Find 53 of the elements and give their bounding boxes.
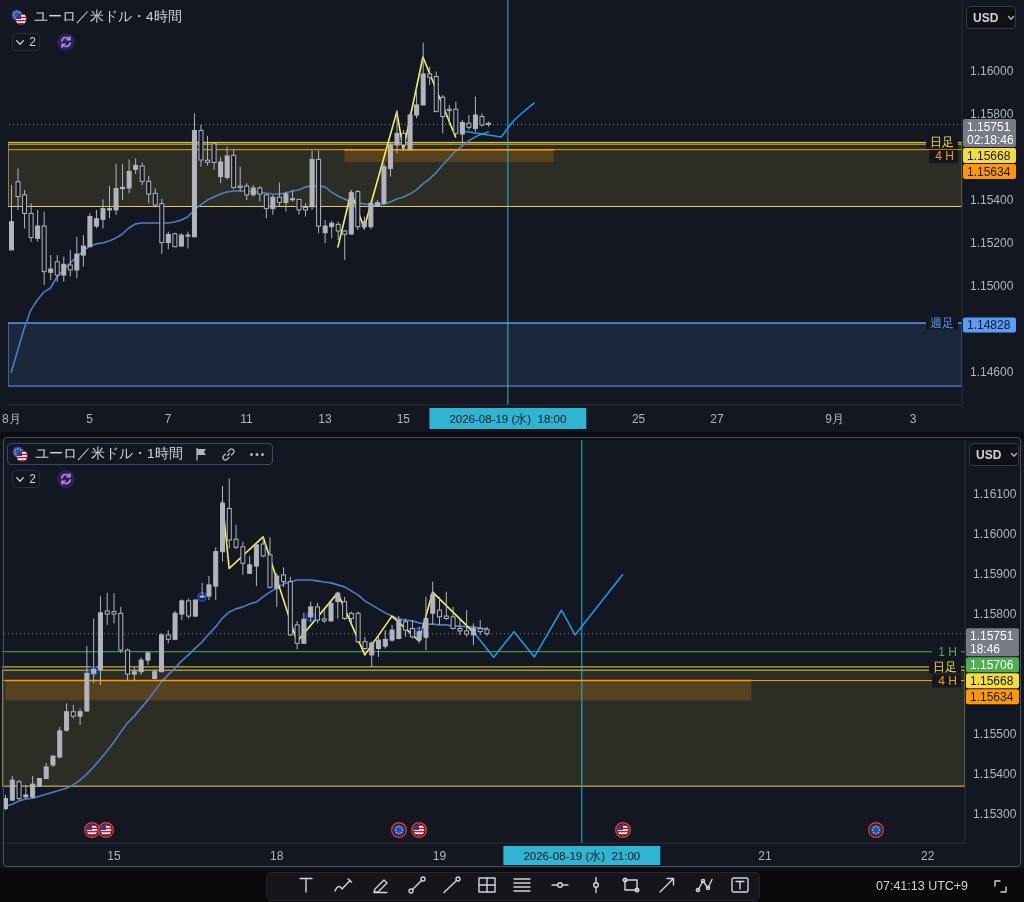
x-tick-label: 2026-08-19 (水) 18:00 — [449, 412, 567, 425]
x-tick-label: 8月 — [1, 411, 21, 426]
text: 07:41:13 UTC+9 — [876, 879, 969, 893]
text: 1.15706 — [970, 657, 1014, 672]
text: 1.15668 — [970, 673, 1014, 688]
text: 1.14828 — [967, 318, 1011, 333]
chart-title: ユーロ／米ドル・1時間 — [35, 445, 183, 463]
y-tick-label: 1.15800 — [970, 107, 1014, 122]
y-tick-label: 1.14600 — [970, 365, 1014, 380]
text: ユーロ／米ドル・4時間 — [34, 8, 182, 26]
x-tick-label: 11 — [240, 411, 254, 426]
y-tick-label: 1.15000 — [970, 279, 1014, 294]
x-tick-label: 27 — [710, 411, 724, 426]
text: 18:46 — [970, 641, 1001, 656]
ref-line-label: 週足 — [930, 316, 954, 331]
text: 02:18:46 — [967, 132, 1015, 147]
text: 1.15634 — [967, 164, 1011, 179]
text: 1.15751 — [970, 628, 1014, 643]
x-tick-label: 25 — [631, 411, 646, 426]
ref-line-label: 日足 — [933, 659, 957, 674]
text: USD — [976, 447, 1002, 462]
y-tick-label: 1.16000 — [970, 64, 1014, 79]
x-tick-label: 15 — [396, 411, 411, 426]
x-tick-label: 13 — [318, 411, 332, 426]
ref-line-label: 4 H — [938, 673, 957, 688]
ref-line-label: 1 H — [938, 644, 957, 659]
x-tick-label: 9月 — [825, 411, 844, 426]
x-tick-label: 7 — [164, 411, 172, 426]
y-tick-label: 1.15200 — [970, 236, 1014, 251]
y-tick-label: 1.15400 — [973, 767, 1017, 782]
x-tick-label: 2026-08-19 (水) 21:00 — [523, 849, 641, 862]
annotation: 2 — [29, 35, 36, 49]
x-tick-label: 15 — [107, 848, 121, 863]
ref-line-label: 日足 — [930, 135, 954, 150]
text: 1.15751 — [967, 119, 1011, 134]
y-tick-label: 1.15800 — [973, 607, 1017, 622]
ref-line-label: 4 H — [935, 149, 954, 164]
y-tick-label: 1.16000 — [973, 527, 1017, 542]
y-tick-label: 1.15300 — [973, 807, 1017, 822]
text: 1.15668 — [967, 148, 1011, 163]
x-tick-label: 5 — [86, 411, 94, 426]
x-tick-label: 19 — [432, 848, 447, 863]
x-tick-label: 21 — [758, 848, 772, 863]
y-tick-label: 1.16100 — [973, 487, 1017, 502]
x-tick-label: 3 — [909, 411, 917, 426]
x-tick-label: 18 — [269, 848, 284, 863]
text: USD — [973, 10, 999, 25]
x-tick-label: 22 — [921, 848, 935, 863]
y-tick-label: 1.15500 — [973, 727, 1017, 742]
annotation: 2 — [29, 472, 36, 486]
text: 1.15634 — [970, 689, 1014, 704]
y-tick-label: 1.15900 — [973, 567, 1017, 582]
y-tick-label: 1.15400 — [970, 193, 1014, 208]
